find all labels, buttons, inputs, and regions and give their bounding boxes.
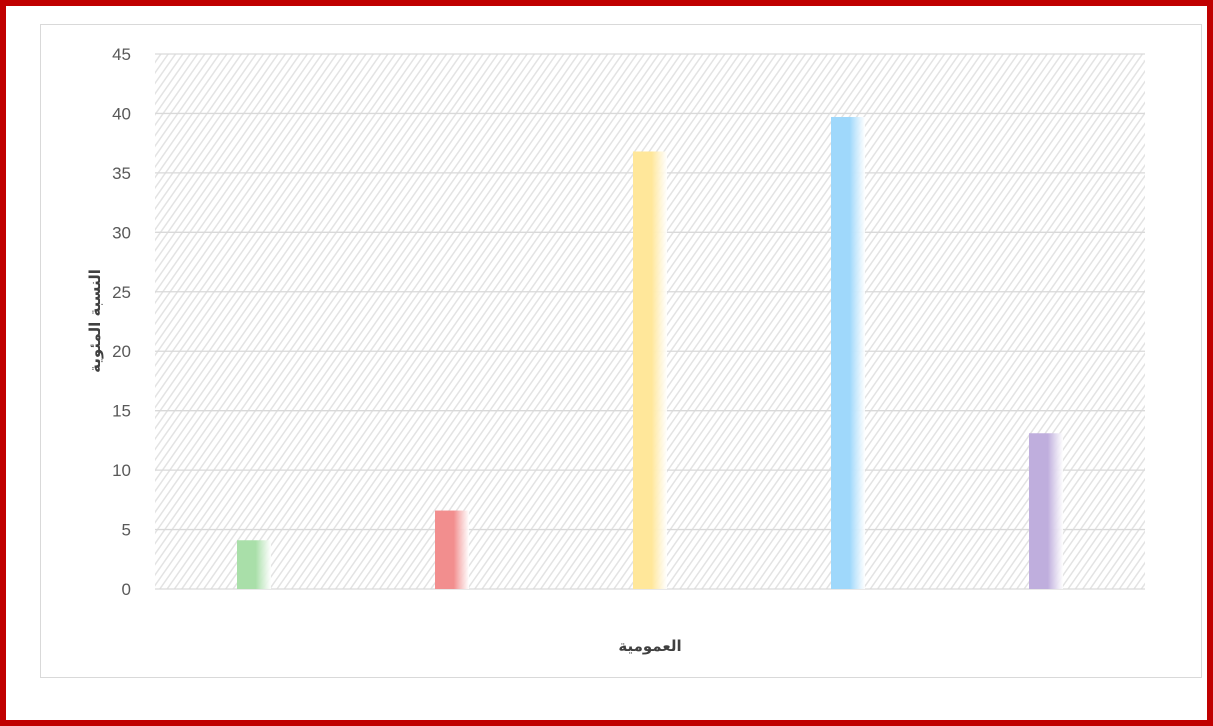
- y-axis-title: النسبة المئوية: [86, 269, 104, 373]
- bar: [1029, 433, 1063, 589]
- bar: [633, 151, 667, 589]
- x-axis-title: العمومية: [618, 637, 681, 655]
- y-tick-label: 5: [122, 521, 131, 540]
- y-axis-ticks: 0 5 10 15 20 25 30 35 40 45: [112, 45, 131, 599]
- y-tick-label: 10: [112, 461, 131, 480]
- y-tick-label: 30: [112, 223, 131, 242]
- y-tick-label: 0: [122, 580, 131, 599]
- y-tick-label: 45: [112, 45, 131, 64]
- y-tick-label: 35: [112, 164, 131, 183]
- y-tick-label: 25: [112, 283, 131, 302]
- bars: [237, 117, 1063, 589]
- y-tick-label: 20: [112, 342, 131, 361]
- y-tick-label: 15: [112, 402, 131, 421]
- bar: [831, 117, 865, 589]
- bar: [237, 540, 271, 589]
- bar: [435, 510, 469, 589]
- y-tick-label: 40: [112, 104, 131, 123]
